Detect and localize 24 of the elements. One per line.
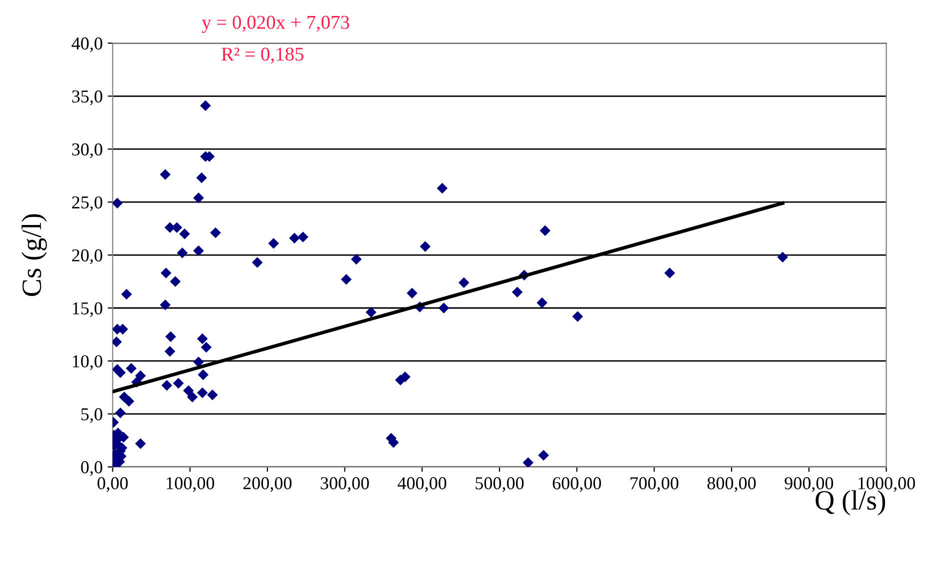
x-tick-label: 100,00 <box>166 477 214 492</box>
x-tick-label: 900,00 <box>784 477 834 492</box>
y-tick-label: 0,0 <box>81 461 102 476</box>
x-tick-label: 800,00 <box>707 477 756 492</box>
y-tick-label: 15,0 <box>72 302 102 318</box>
x-tick-label: 600,00 <box>552 477 601 492</box>
x-tick-label: 1000,00 <box>858 477 915 492</box>
x-tick-label: 300,00 <box>320 477 369 492</box>
x-axis-title: Q (l/s) <box>816 490 886 516</box>
y-tick-label: 30,0 <box>72 143 102 158</box>
y-tick-label: 25,0 <box>72 196 102 212</box>
x-tick-label: 0,00 <box>98 477 128 492</box>
x-tick-label: 700,00 <box>630 477 678 492</box>
text: y = 0,020x + 7,073 <box>202 16 350 33</box>
y-axis-title: Cs (g/l) <box>22 214 47 296</box>
annotation: R² = 0,185 <box>222 48 304 64</box>
y-tick-label: 5,0 <box>81 408 102 423</box>
y-tick-label: 35,0 <box>72 90 102 106</box>
x-tick-label: 200,00 <box>243 477 292 492</box>
x-tick-label: 500,00 <box>476 477 524 492</box>
y-tick-label: 20,0 <box>72 249 102 264</box>
y-tick-label: 10,0 <box>72 355 102 370</box>
y-tick-label: 40,0 <box>72 37 102 52</box>
x-tick-label: 400,00 <box>398 477 446 492</box>
